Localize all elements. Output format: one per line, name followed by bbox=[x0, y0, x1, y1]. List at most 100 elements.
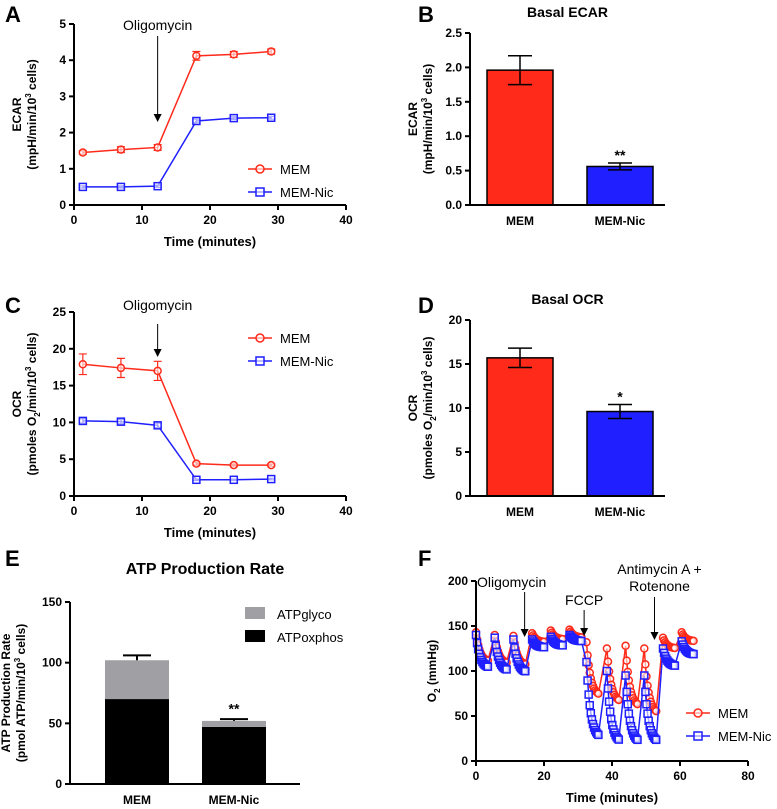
error-bar bbox=[220, 718, 248, 721]
legend-F: MEM MEM-Nic bbox=[686, 706, 772, 744]
panel-A bbox=[78, 36, 276, 192]
data-point-square bbox=[584, 690, 593, 699]
x-tick-label: 40 bbox=[339, 213, 353, 227]
bar-MEM-ATPoxphos bbox=[105, 699, 169, 784]
y-tick-label: 5 bbox=[455, 445, 462, 459]
data-point-square bbox=[502, 665, 511, 674]
legend-label: ATPoxphos bbox=[277, 630, 344, 645]
legend-label: MEM-Nic bbox=[280, 354, 334, 369]
data-point-square bbox=[582, 657, 591, 667]
y-label-sup: 3 bbox=[24, 93, 33, 98]
y-label-end: (mmHg) bbox=[425, 640, 439, 689]
y-label-line2: (pmoles O bbox=[421, 421, 435, 480]
x-axis-E: MEM MEM-Nic bbox=[70, 783, 300, 807]
y-tick-label: 0 bbox=[55, 777, 62, 791]
y-tick-label: 2 bbox=[59, 126, 66, 140]
data-point-square bbox=[255, 187, 265, 197]
bar-MEM-Nic bbox=[586, 165, 654, 206]
data-point-circle bbox=[633, 699, 642, 709]
x-axis-C: 0 10 20 30 40 Time (minutes) bbox=[71, 495, 353, 540]
y-label-end: cells) bbox=[421, 64, 435, 98]
x-axis-label: Time (minutes) bbox=[566, 790, 658, 805]
error-bar bbox=[508, 54, 532, 86]
arrow-head bbox=[153, 114, 162, 122]
x-tick-label: 30 bbox=[271, 213, 285, 227]
x-tick-label: 20 bbox=[203, 504, 217, 518]
bar-MEM-Nic-ATPoxphos bbox=[202, 726, 266, 784]
data-point-circle bbox=[116, 145, 126, 154]
data-point-square bbox=[509, 635, 518, 644]
panel-F bbox=[471, 592, 698, 745]
x-tick-label: 60 bbox=[673, 769, 687, 783]
y-tick-label: 4 bbox=[59, 53, 66, 67]
x-category-label: MEM bbox=[506, 505, 534, 519]
y-tick-label: 50 bbox=[49, 716, 63, 730]
data-point-circle bbox=[603, 657, 613, 666]
data-point-square bbox=[605, 707, 615, 716]
bar-MEM bbox=[486, 69, 554, 206]
y-tick-label: 0.0 bbox=[445, 198, 462, 212]
x-axis-B: MEM MEM-Nic bbox=[470, 204, 665, 228]
data-point-square bbox=[266, 474, 276, 484]
data-point-square bbox=[643, 709, 652, 718]
series-MEM-Nic bbox=[471, 630, 698, 745]
x-tick-label: 80 bbox=[741, 769, 755, 783]
error-bar bbox=[608, 162, 632, 171]
panel-label: D bbox=[418, 293, 434, 318]
data-point-square bbox=[604, 697, 614, 706]
data-point-square bbox=[614, 735, 624, 744]
x-tick-label: 30 bbox=[271, 504, 285, 518]
error-bar bbox=[508, 347, 532, 369]
x-axis-label: Time (minutes) bbox=[164, 525, 256, 540]
y-label-mid: /min/10 bbox=[421, 375, 435, 417]
data-point-square bbox=[693, 731, 703, 741]
y-axis-F: 0 50 100 150 200 O2 (mmHg) bbox=[425, 574, 477, 768]
x-category-label: MEM-Nic bbox=[595, 505, 646, 519]
y-tick-label: 2.5 bbox=[445, 26, 462, 40]
y-tick-label: 10 bbox=[449, 401, 463, 415]
y-axis-B: 0.0 0.5 1.0 1.5 2.0 2.5 ECAR(mpH/min/103 cells… bbox=[406, 26, 471, 212]
data-point-circle bbox=[229, 460, 239, 470]
data-point-circle bbox=[622, 656, 631, 665]
y-label-line1: ATP Production Rate bbox=[0, 633, 13, 752]
x-tick-label: 40 bbox=[605, 769, 619, 783]
x-category-label: MEM-Nic bbox=[209, 793, 260, 807]
legend-label: MEM bbox=[718, 706, 748, 721]
data-point-square bbox=[622, 687, 631, 697]
y-label-end: cells) bbox=[25, 333, 39, 367]
y-label-end: cells) bbox=[421, 337, 435, 371]
data-point-square bbox=[633, 735, 642, 745]
y-tick-label: 150 bbox=[42, 595, 62, 609]
error-bar bbox=[123, 654, 151, 661]
legend-swatch bbox=[245, 630, 265, 642]
x-axis-F: 0 20 40 60 80 Time (minutes) bbox=[473, 760, 755, 805]
data-point-square bbox=[229, 113, 239, 123]
data-point-square bbox=[641, 687, 650, 697]
legend-label: MEM-Nic bbox=[280, 185, 334, 200]
legend-A: MEM MEM-Nic bbox=[248, 162, 334, 200]
y-label-end: cells) bbox=[25, 59, 39, 93]
data-point-square bbox=[577, 636, 586, 646]
data-point-square bbox=[621, 671, 630, 680]
data-point-square bbox=[583, 676, 592, 685]
data-point-circle bbox=[255, 333, 265, 343]
bar-MEM-ATPglyco bbox=[105, 660, 169, 700]
x-axis-label: Time (minutes) bbox=[164, 234, 256, 249]
y-label-line2: (pmol ATP/min/10 bbox=[14, 662, 28, 762]
y-axis-label: ECAR(mpH/min/103 cells) bbox=[10, 59, 39, 170]
y-label-sup: 3 bbox=[420, 97, 429, 102]
arrow-head bbox=[153, 349, 162, 357]
y-tick-label: 50 bbox=[455, 709, 469, 723]
y-label-mid: /min/10 bbox=[25, 371, 39, 413]
significance-marker: ** bbox=[229, 701, 240, 717]
y-tick-label: 0 bbox=[59, 198, 66, 212]
y-label-line1: OCR bbox=[10, 390, 24, 417]
data-point-square bbox=[192, 116, 201, 126]
data-point-circle bbox=[640, 644, 649, 653]
annotation-label: Oligomycin bbox=[123, 17, 192, 33]
y-axis-E: 0 50 100 150 ATP Production Rate(pmol ATP/mi… bbox=[0, 595, 71, 791]
y-tick-label: 0 bbox=[59, 489, 66, 503]
y-tick-label: 100 bbox=[448, 664, 468, 678]
panel-title: Basal OCR bbox=[531, 291, 603, 307]
y-label-text: O bbox=[425, 693, 439, 702]
